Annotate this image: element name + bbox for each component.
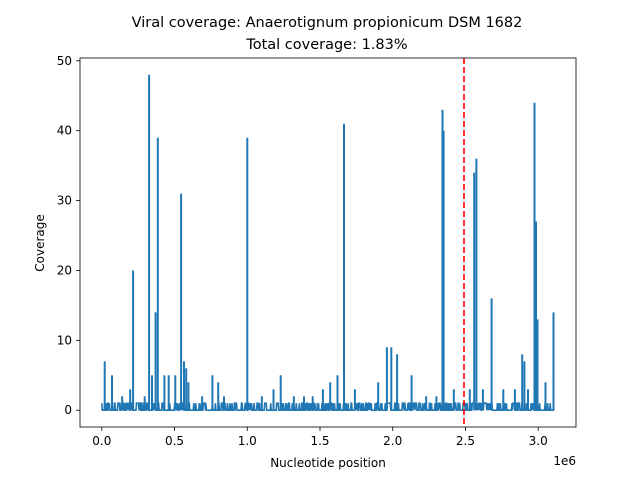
coverage-baseline-line (101, 402, 555, 411)
x-axis-ticks: 0.0 0.5 1.0 1.5 2.0 2.5 3.0 (92, 427, 548, 448)
coverage-series-group (101, 74, 555, 411)
y-tick-label-5: 50 (57, 54, 72, 68)
y-axis-ticks: 0 10 20 30 40 50 (57, 54, 80, 417)
y-tick-label-3: 30 (57, 194, 72, 208)
x-tick-label-4: 2.0 (383, 434, 402, 448)
x-tick-label-1: 0.5 (165, 434, 184, 448)
y-axis-label: Coverage (33, 214, 47, 272)
y-tick-label-2: 20 (57, 263, 72, 277)
x-axis-label: Nucleotide position (270, 456, 386, 470)
y-tick-label-0: 0 (64, 403, 72, 417)
x-tick-label-6: 3.0 (529, 434, 548, 448)
plot-area-frame (79, 57, 577, 428)
x-axis-offset-label: 1e6 (553, 454, 576, 468)
y-tick-label-1: 10 (57, 333, 72, 347)
chart-subtitle: Total coverage: 1.83% (245, 37, 407, 53)
x-tick-label-0: 0.0 (92, 434, 111, 448)
x-tick-label-5: 2.5 (456, 434, 475, 448)
y-tick-label-4: 40 (57, 124, 72, 138)
x-tick-label-2: 1.0 (238, 434, 257, 448)
x-tick-label-3: 1.5 (310, 434, 329, 448)
chart-title: Viral coverage: Anaerotignum propionicum… (132, 15, 523, 31)
